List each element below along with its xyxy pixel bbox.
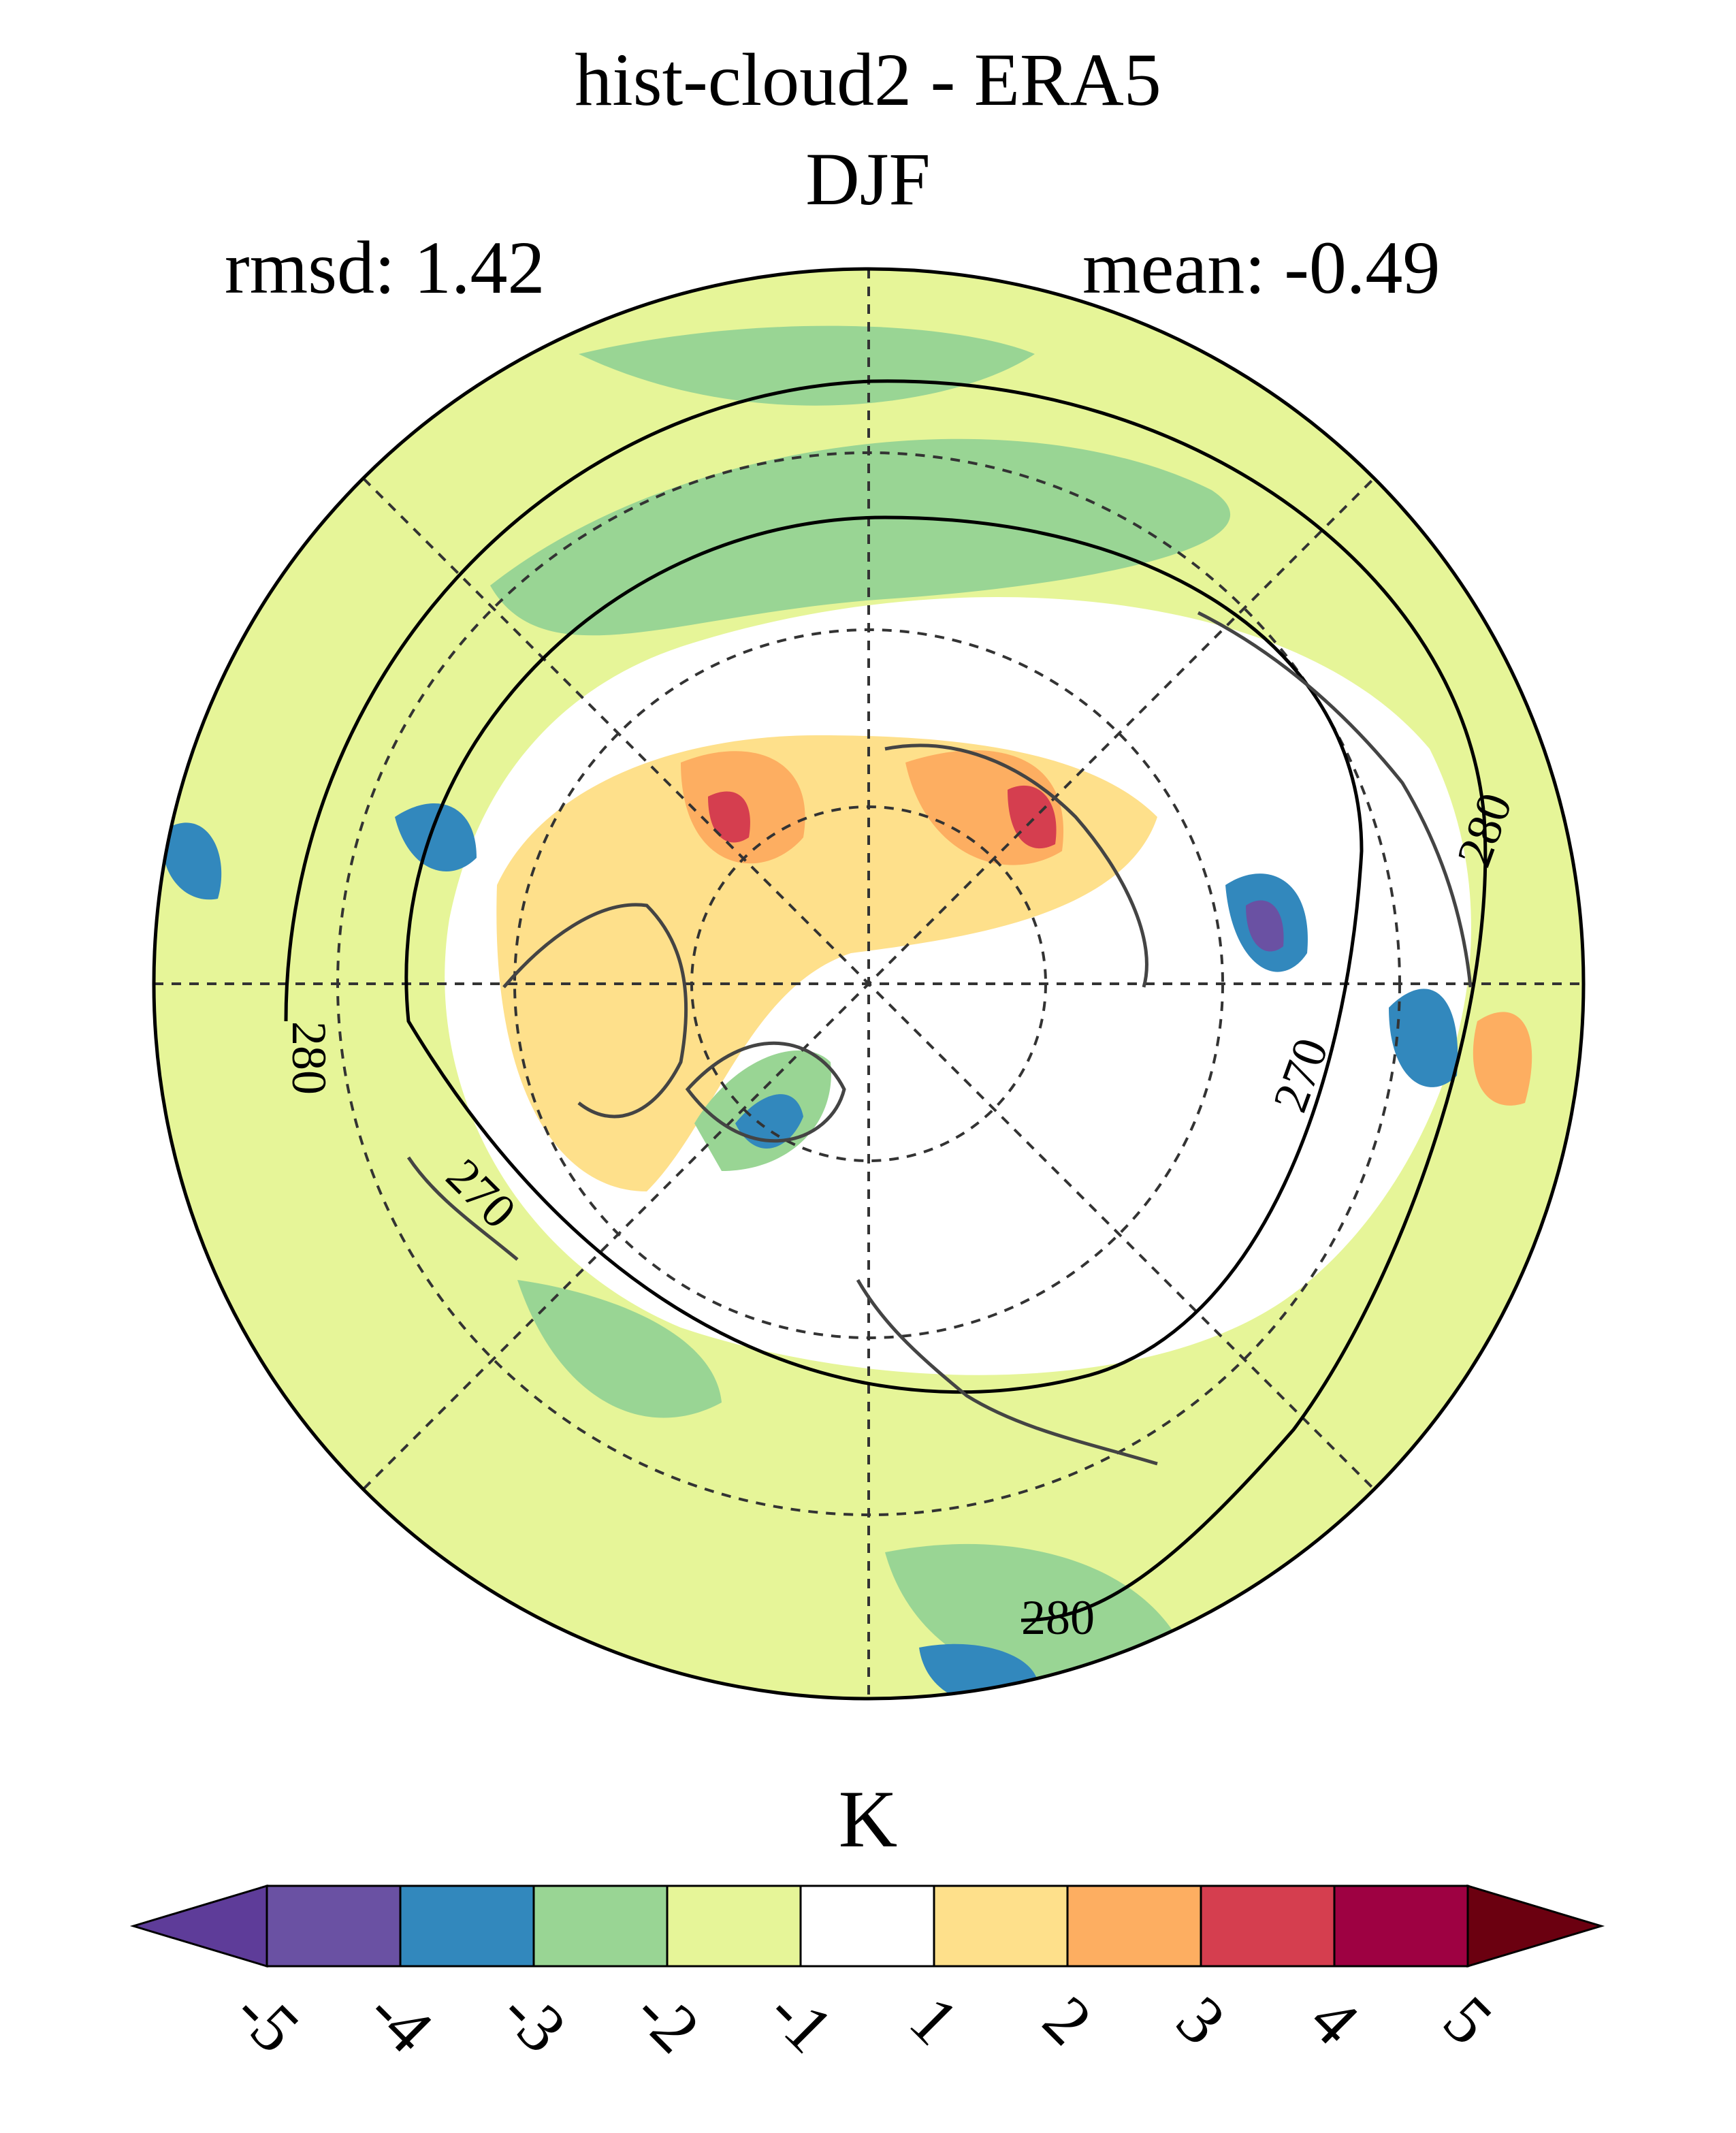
rmsd-label: rmsd: 1.42 <box>225 226 545 309</box>
colorbar-segment <box>1066 1885 1202 1968</box>
mean-label: mean: -0.49 <box>1082 226 1441 309</box>
anomaly-region-north-pacific <box>579 325 1035 406</box>
contour-280 <box>284 379 1488 1622</box>
colorbar-segment <box>799 1885 935 1968</box>
colorbar-segment <box>666 1885 802 1968</box>
map-fill-layer <box>154 269 1584 1699</box>
anomaly-region-atlantic <box>517 1280 722 1418</box>
coastline <box>884 743 1148 988</box>
anomaly-region-tibet-core <box>1246 900 1284 952</box>
contour-label: 280 <box>1021 1590 1095 1645</box>
coastlines <box>406 611 1473 1466</box>
colorbar <box>129 1884 1605 1968</box>
anomaly-region-alaska-cool <box>395 803 477 871</box>
anomaly-region-greenland-cool <box>735 1094 803 1149</box>
anomaly-region-pacific-blue <box>162 822 222 900</box>
contour-270 <box>404 515 1364 1394</box>
anomaly-region-warm-3a <box>708 791 750 843</box>
colorbar-extend-high <box>1466 1884 1605 1968</box>
contour-lines <box>284 379 1488 1622</box>
coastline <box>856 1279 1158 1466</box>
colorbar-segment <box>399 1885 535 1968</box>
coastline <box>1197 611 1473 988</box>
colorbar-units: K <box>838 1774 898 1864</box>
colorbar-segment <box>1200 1885 1336 1968</box>
anomaly-region-asia-warm <box>1473 1012 1532 1106</box>
anomaly-region-asia-cool <box>1389 989 1458 1087</box>
colorbar-segment <box>1333 1885 1469 1968</box>
map-boundary <box>152 267 1586 1701</box>
title-line-1: hist-cloud2 - ERA5 <box>575 38 1161 121</box>
coastline <box>502 903 688 1119</box>
colorbar-segment <box>266 1885 402 1968</box>
coastline <box>406 1156 519 1261</box>
contour-label: 280 <box>282 1021 336 1095</box>
colorbar-segment <box>933 1885 1069 1968</box>
graticule <box>154 269 1584 1699</box>
colorbar-segment <box>532 1885 669 1968</box>
meridian-line <box>362 477 1375 1490</box>
title-line-2: DJF <box>805 138 931 221</box>
colorbar-extend-low <box>129 1884 268 1968</box>
coastline <box>685 1041 846 1143</box>
